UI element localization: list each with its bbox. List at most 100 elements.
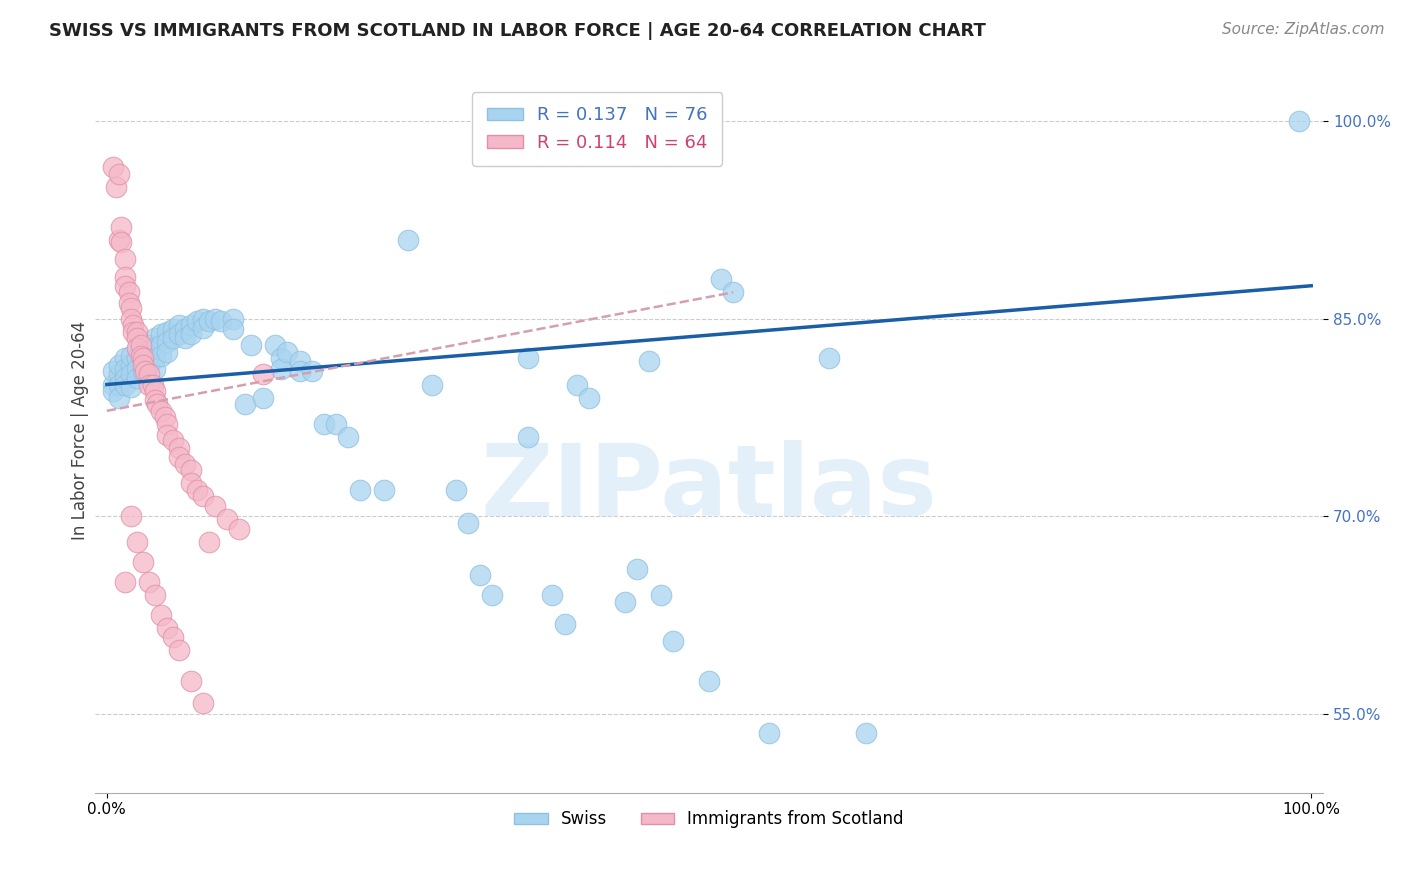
Point: [180, 476, 202, 491]
Point: [1288, 114, 1310, 128]
Point: [120, 311, 142, 326]
Point: [125, 331, 148, 345]
Point: [120, 358, 142, 372]
Point: [193, 321, 215, 335]
Point: [108, 367, 131, 381]
Point: [198, 535, 221, 549]
Point: [108, 377, 131, 392]
Text: Source: ZipAtlas.com: Source: ZipAtlas.com: [1222, 22, 1385, 37]
Point: [125, 371, 148, 385]
Point: [517, 430, 540, 444]
Point: [325, 417, 347, 431]
Point: [517, 351, 540, 366]
Point: [125, 341, 148, 355]
Point: [312, 417, 335, 431]
Point: [193, 696, 215, 710]
Point: [132, 555, 155, 569]
Point: [240, 338, 263, 352]
Point: [143, 361, 166, 376]
Point: [101, 364, 124, 378]
Point: [336, 430, 359, 444]
Point: [132, 358, 155, 372]
Point: [132, 353, 155, 368]
Point: [818, 351, 841, 366]
Point: [114, 371, 136, 385]
Point: [150, 404, 173, 418]
Point: [138, 349, 160, 363]
Point: [613, 595, 636, 609]
Point: [626, 562, 648, 576]
Point: [156, 344, 179, 359]
Point: [541, 588, 564, 602]
Point: [252, 367, 274, 381]
Point: [114, 377, 136, 392]
Point: [162, 433, 184, 447]
Point: [481, 588, 503, 602]
Point: [167, 643, 190, 657]
Point: [125, 535, 148, 549]
Y-axis label: In Labor Force | Age 20-64: In Labor Force | Age 20-64: [72, 321, 89, 541]
Point: [167, 327, 190, 342]
Point: [186, 483, 208, 497]
Point: [270, 361, 292, 376]
Point: [156, 427, 179, 442]
Point: [252, 391, 274, 405]
Point: [114, 574, 136, 589]
Point: [156, 417, 179, 431]
Point: [721, 285, 744, 300]
Point: [193, 311, 215, 326]
Point: [138, 367, 160, 381]
Point: [758, 726, 780, 740]
Point: [143, 341, 166, 355]
Point: [134, 364, 156, 378]
Point: [120, 509, 142, 524]
Point: [143, 331, 166, 345]
Point: [156, 325, 179, 339]
Point: [156, 621, 179, 635]
Point: [150, 349, 173, 363]
Point: [150, 327, 173, 342]
Point: [222, 311, 245, 326]
Point: [101, 384, 124, 398]
Point: [101, 161, 124, 175]
Point: [565, 377, 588, 392]
Point: [288, 364, 311, 378]
Point: [114, 269, 136, 284]
Point: [108, 391, 131, 405]
Point: [167, 450, 190, 464]
Point: [650, 588, 672, 602]
Point: [180, 327, 202, 342]
Point: [349, 483, 371, 497]
Point: [114, 252, 136, 267]
Point: [156, 335, 179, 350]
Point: [444, 483, 467, 497]
Point: [470, 568, 492, 582]
Point: [554, 617, 576, 632]
Point: [120, 349, 142, 363]
Point: [578, 391, 600, 405]
Point: [167, 441, 190, 455]
Text: SWISS VS IMMIGRANTS FROM SCOTLAND IN LABOR FORCE | AGE 20-64 CORRELATION CHART: SWISS VS IMMIGRANTS FROM SCOTLAND IN LAB…: [49, 22, 986, 40]
Point: [105, 180, 128, 194]
Point: [129, 349, 152, 363]
Point: [122, 318, 145, 333]
Point: [228, 522, 250, 536]
Point: [193, 490, 215, 504]
Point: [204, 499, 226, 513]
Point: [132, 344, 155, 359]
Point: [150, 607, 173, 622]
Point: [138, 338, 160, 352]
Point: [120, 380, 142, 394]
Point: [162, 331, 184, 345]
Point: [108, 358, 131, 372]
Point: [180, 463, 202, 477]
Point: [637, 353, 659, 368]
Point: [270, 351, 292, 366]
Point: [396, 233, 419, 247]
Point: [143, 393, 166, 408]
Point: [108, 167, 131, 181]
Point: [150, 338, 173, 352]
Point: [125, 361, 148, 376]
Point: [198, 314, 221, 328]
Point: [142, 377, 165, 392]
